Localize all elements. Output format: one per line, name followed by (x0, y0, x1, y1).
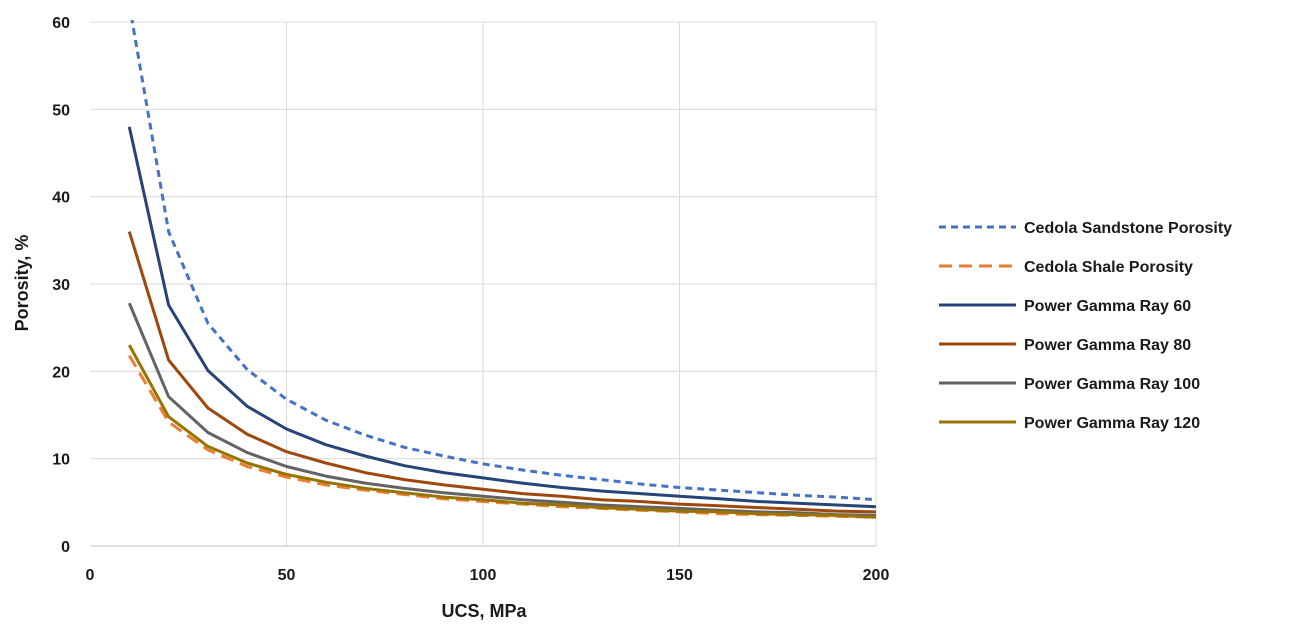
x-tick-label: 100 (470, 567, 497, 584)
legend: Cedola Sandstone Porosity Cedola Shale Po… (939, 220, 1232, 432)
x-tick-label: 0 (86, 567, 95, 584)
legend-label: Power Gamma Ray 80 (1024, 337, 1191, 354)
series-lines (127, 20, 876, 519)
y-tick-label: 0 (61, 539, 70, 556)
series-line-6 (127, 344, 876, 519)
y-tick-label: 50 (52, 102, 70, 119)
y-tick-label: 60 (52, 15, 70, 32)
grid-lines (90, 21, 877, 546)
x-tick-label: 150 (666, 567, 693, 584)
x-tick-labels: 0 50 100 150 200 (86, 567, 890, 584)
legend-label: Cedola Shale Porosity (1024, 259, 1193, 276)
y-tick-labels: 0 10 20 30 40 50 60 (52, 15, 70, 556)
legend-label: Power Gamma Ray 60 (1024, 298, 1191, 315)
legend-label: Power Gamma Ray 120 (1024, 415, 1200, 432)
y-tick-label: 40 (52, 190, 70, 207)
x-tick-label: 50 (278, 567, 296, 584)
legend-label: Cedola Sandstone Porosity (1024, 220, 1232, 237)
series-line-4 (127, 231, 876, 514)
legend-label: Power Gamma Ray 100 (1024, 376, 1200, 393)
y-tick-label: 20 (52, 364, 70, 381)
y-tick-label: 10 (52, 452, 70, 469)
series-line-1 (130, 20, 876, 502)
x-axis-title: UCS, MPa (441, 601, 527, 621)
x-tick-label: 200 (863, 567, 890, 584)
series-line-3 (127, 126, 876, 509)
series-line-5 (127, 302, 876, 517)
y-tick-label: 30 (52, 277, 70, 294)
y-axis-title: Porosity, % (12, 235, 32, 332)
